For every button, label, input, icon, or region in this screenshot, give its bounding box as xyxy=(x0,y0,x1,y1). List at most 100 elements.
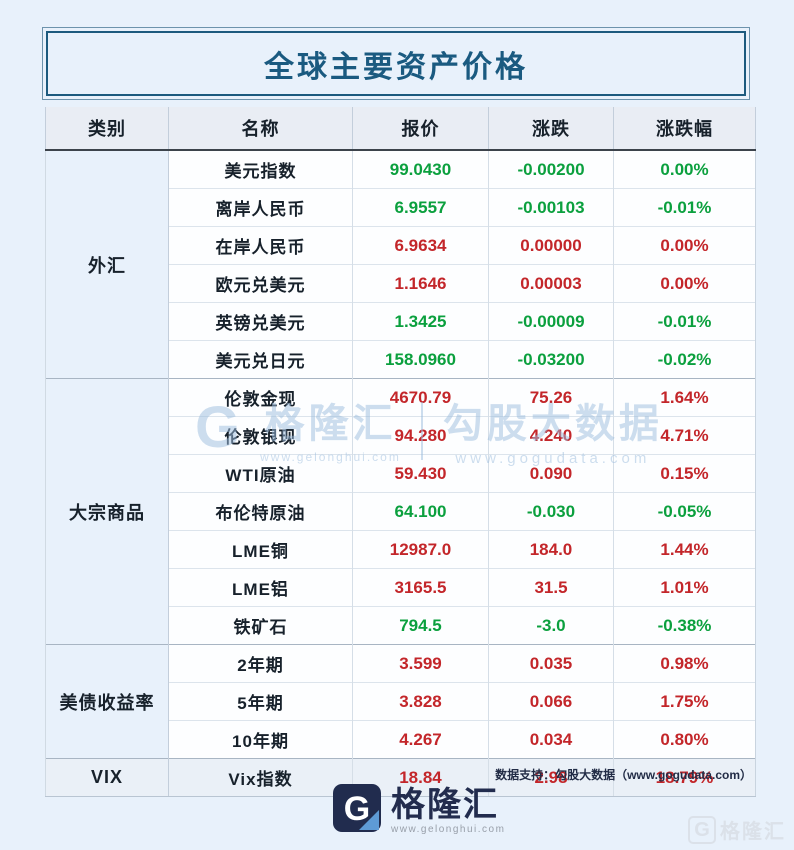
price-value: 12987.0 xyxy=(352,530,489,569)
table-row: WTI原油 59.430 0.090 0.15% xyxy=(46,454,756,493)
table-row: LME铝 3165.5 31.5 1.01% xyxy=(46,568,756,607)
title-inner-border: 全球主要资产价格 xyxy=(46,31,746,96)
price-value: 4670.79 xyxy=(352,378,489,417)
table-row: VIX Vix指数 18.84 2.98 18.79% xyxy=(45,758,756,797)
header-change: 涨跌 xyxy=(488,107,614,151)
title-box: 全球主要资产价格 xyxy=(42,27,750,100)
change-pct-value: 18.79% xyxy=(613,758,756,797)
gelonghui-logo: G 格隆汇 www.gelonghui.com xyxy=(332,783,505,838)
change-value: 0.00003 xyxy=(488,264,614,303)
change-value: 2.98 xyxy=(488,758,614,797)
change-value: -0.00009 xyxy=(488,302,614,341)
table-row: 欧元兑美元 1.1646 0.00003 0.00% xyxy=(46,264,756,303)
table-row: 大宗商品 伦敦金现 4670.79 75.26 1.64% xyxy=(45,378,756,645)
category-cell-treasury: 美债收益率 xyxy=(45,644,169,759)
asset-name: 离岸人民币 xyxy=(168,188,353,227)
header-category: 类别 xyxy=(45,107,169,151)
change-value: 0.035 xyxy=(488,644,614,683)
change-value: 31.5 xyxy=(488,568,614,607)
change-value: 0.00000 xyxy=(488,226,614,265)
table-row: 在岸人民币 6.9634 0.00000 0.00% xyxy=(46,226,756,265)
svg-text:G: G xyxy=(344,790,370,828)
gelonghui-g-logo-icon: G xyxy=(332,783,382,838)
category-cell-vix: VIX xyxy=(45,758,169,797)
price-value: 794.5 xyxy=(352,606,489,645)
change-pct-value: 0.98% xyxy=(613,644,756,683)
asset-name: 布伦特原油 xyxy=(168,492,353,531)
logo-url-text: www.gelonghui.com xyxy=(391,823,506,835)
table-header-row: 类别 名称 报价 涨跌 涨跌幅 xyxy=(45,107,756,151)
corner-g-icon: G xyxy=(688,815,716,844)
price-value: 4.267 xyxy=(352,720,489,759)
price-value: 3.599 xyxy=(352,644,489,683)
table-row: 美元兑日元 158.0960 -0.03200 -0.02% xyxy=(46,340,756,379)
asset-name: 伦敦银现 xyxy=(168,416,353,455)
change-value: 0.090 xyxy=(488,454,614,493)
table-row: 外汇 美元指数 99.0430 -0.00200 0.00% xyxy=(45,149,756,379)
price-value: 1.3425 xyxy=(352,302,489,341)
change-value: 4.240 xyxy=(488,416,614,455)
change-pct-value: 0.00% xyxy=(613,264,756,303)
price-value: 3165.5 xyxy=(352,568,489,607)
asset-name: 欧元兑美元 xyxy=(168,264,353,303)
asset-name: LME铜 xyxy=(168,530,353,569)
change-pct-value: 0.00% xyxy=(613,226,756,265)
asset-name: 5年期 xyxy=(168,682,353,721)
change-pct-value: 4.71% xyxy=(613,416,756,455)
header-price: 报价 xyxy=(352,107,489,151)
change-value: -3.0 xyxy=(488,606,614,645)
table-row: 英镑兑美元 1.3425 -0.00009 -0.01% xyxy=(46,302,756,341)
asset-name: 铁矿石 xyxy=(168,606,353,645)
corner-brand-text: 格隆汇 xyxy=(720,821,786,843)
change-pct-value: 1.44% xyxy=(613,530,756,569)
price-value: 3.828 xyxy=(352,682,489,721)
change-value: 75.26 xyxy=(488,378,614,417)
data-support-text: 数据支持：勾股大数据（www.gogudata.com） xyxy=(495,768,752,782)
page-title: 全球主要资产价格 xyxy=(264,50,528,84)
price-value: 6.9634 xyxy=(352,226,489,265)
logo-brand-text: 格隆汇 xyxy=(391,785,499,824)
asset-name: Vix指数 xyxy=(168,758,353,797)
asset-name: LME铝 xyxy=(168,568,353,607)
change-pct-value: -0.02% xyxy=(613,340,756,379)
price-value: 94.280 xyxy=(352,416,489,455)
corner-watermark: G 格隆汇 xyxy=(688,815,786,844)
table-row: 铁矿石 794.5 -3.0 -0.38% xyxy=(46,606,756,645)
table-row: 美债收益率 2年期 3.599 0.035 0.98% xyxy=(45,644,756,759)
change-pct-value: 1.64% xyxy=(613,378,756,417)
change-pct-value: 0.15% xyxy=(613,454,756,493)
asset-name: 美元指数 xyxy=(168,149,353,189)
table-row: LME铜 12987.0 184.0 1.44% xyxy=(46,530,756,569)
table-row: 10年期 4.267 0.034 0.80% xyxy=(46,720,756,759)
change-pct-value: -0.05% xyxy=(613,492,756,531)
header-name: 名称 xyxy=(168,107,353,151)
change-pct-value: 1.01% xyxy=(613,568,756,607)
asset-name: 2年期 xyxy=(168,644,353,683)
table-row: 离岸人民币 6.9557 -0.00103 -0.01% xyxy=(46,188,756,227)
price-value: 59.430 xyxy=(352,454,489,493)
asset-name: 美元兑日元 xyxy=(168,340,353,379)
change-pct-value: 0.80% xyxy=(613,720,756,759)
asset-name: WTI原油 xyxy=(168,454,353,493)
asset-name: 伦敦金现 xyxy=(168,378,353,417)
change-pct-value: -0.01% xyxy=(613,188,756,227)
price-value: 6.9557 xyxy=(352,188,489,227)
category-cell-commodities: 大宗商品 xyxy=(45,378,169,645)
price-value: 64.100 xyxy=(352,492,489,531)
change-value: 184.0 xyxy=(488,530,614,569)
change-value: 0.066 xyxy=(488,682,614,721)
change-value: 0.034 xyxy=(488,720,614,759)
change-value: -0.00200 xyxy=(488,149,614,189)
table-row: 布伦特原油 64.100 -0.030 -0.05% xyxy=(46,492,756,531)
price-value: 99.0430 xyxy=(352,149,489,189)
category-cell-forex: 外汇 xyxy=(45,149,169,379)
change-value: -0.03200 xyxy=(488,340,614,379)
asset-name: 10年期 xyxy=(168,720,353,759)
table-row: 5年期 3.828 0.066 1.75% xyxy=(46,682,756,721)
header-change-pct: 涨跌幅 xyxy=(613,107,756,151)
price-value: 1.1646 xyxy=(352,264,489,303)
change-pct-value: 0.00% xyxy=(613,149,756,189)
change-pct-value: -0.01% xyxy=(613,302,756,341)
asset-name: 英镑兑美元 xyxy=(168,302,353,341)
table-row: 伦敦银现 94.280 4.240 4.71% xyxy=(46,416,756,455)
